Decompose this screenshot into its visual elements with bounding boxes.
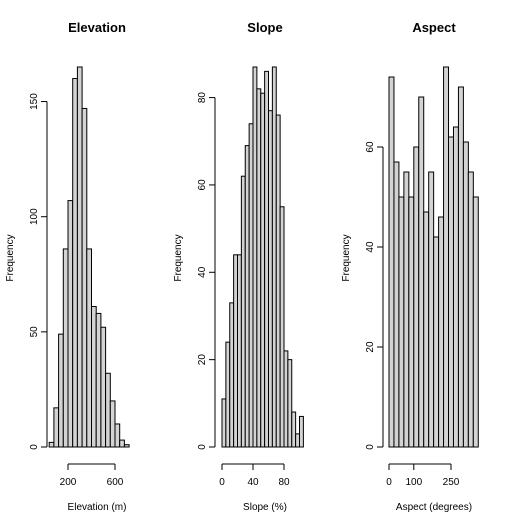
histogram-bar [76,66,83,448]
y-tick-label: 20 [197,354,208,366]
histogram-bar [105,372,111,448]
bars-group [388,66,479,448]
histogram-bar [240,175,246,448]
histogram-bar [233,254,239,448]
x-tick-label: 600 [107,477,124,488]
axes-group: 0 20 40 60 0 100 250 [365,141,460,488]
histogram-bar [428,171,435,448]
axes-group: 0 50 100 150 200 600 [29,93,124,488]
panel-slope: Slope Frequency Slope (%) 0 20 40 60 80 0 40 80 [173,20,304,513]
histogram-bar [252,66,258,448]
histogram-bar [462,141,469,448]
bars-group [48,66,130,448]
histogram-bar [91,306,97,448]
x-axis-label: Aspect (degrees) [396,502,472,513]
histogram-bar [114,423,121,448]
x-tick-label: 0 [219,477,225,488]
histogram-bar [433,236,440,448]
x-axis-label: Slope (%) [243,502,287,513]
panel-aspect: Aspect Frequency Aspect (degrees) 0 20 40 6… [341,20,479,513]
histogram-bar [418,96,425,448]
histogram-bar [86,248,93,448]
y-tick-label: 150 [29,93,40,110]
histogram-bar [413,146,420,448]
x-tick-label: 40 [247,477,259,488]
histogram-bar [467,171,474,448]
histogram-bar [299,415,304,448]
y-tick-label: 60 [197,179,208,191]
x-tick-label: 0 [386,477,392,488]
histogram-bar [109,400,116,448]
histogram-bar [457,86,464,448]
histogram-bar [438,216,445,448]
histogram-bar [295,433,301,448]
y-tick-label: 40 [365,241,376,253]
histogram-bar [279,206,285,448]
histogram-bar [81,107,88,448]
chart-title: Slope [247,20,282,35]
histogram-bar [58,333,64,448]
y-tick-label: 100 [29,208,40,225]
histogram-bar [452,126,459,448]
histogram-bar [403,171,410,448]
chart-title: Elevation [68,20,126,35]
histogram-bar [260,92,266,448]
histogram-bar [244,145,250,448]
histogram-bar [248,123,254,448]
histogram-bar [100,326,107,448]
histogram-bar [472,196,479,448]
histogram-bar [268,110,273,448]
histogram-bar [221,398,227,448]
histogram-bar [237,254,242,448]
histogram-bar [443,66,450,448]
histogram-bar [48,441,55,448]
panel-elevation: Elevation Frequency Elevation (m) 0 50 100… [5,20,130,513]
y-axis-label: Frequency [5,234,16,281]
histogram-bar [423,211,430,448]
histogram-bar [256,88,262,448]
axes-group: 0 20 40 60 80 0 40 80 [197,92,290,488]
histogram-bar [408,196,415,448]
x-tick-label: 250 [443,477,460,488]
x-axis-label: Elevation (m) [68,502,127,513]
histogram-bar [448,136,454,448]
chart-title: Aspect [412,20,456,35]
y-tick-label: 0 [365,444,376,450]
histogram-bar [398,196,405,448]
y-tick-label: 60 [365,141,376,153]
histogram-bar [264,70,270,448]
histogram-bar [393,161,400,448]
x-tick-label: 200 [60,477,77,488]
histogram-bar [388,76,395,448]
histogram-bar [287,359,293,448]
y-axis-label: Frequency [173,234,184,281]
histogram-bar [271,66,277,448]
histogram-bar [123,444,130,448]
histogram-bar [291,411,297,448]
histogram-bar [275,114,281,448]
y-tick-label: 50 [29,326,40,338]
histogram-bar [95,312,102,448]
histogram-bar [229,302,235,448]
histogram-bar [283,350,289,448]
bars-group [221,66,304,448]
histogram-bar [53,407,60,448]
x-tick-label: 100 [405,477,422,488]
histogram-bar [72,78,78,448]
y-tick-label: 20 [365,341,376,353]
x-tick-label: 80 [278,477,290,488]
y-axis-label: Frequency [341,234,352,281]
histogram-bar [225,341,231,448]
y-tick-label: 80 [197,92,208,104]
y-tick-label: 0 [29,444,40,450]
histogram-bar [67,200,74,448]
y-tick-label: 0 [197,444,208,450]
histogram-bar [62,248,69,448]
histogram-bar [119,439,125,448]
y-tick-label: 40 [197,266,208,278]
